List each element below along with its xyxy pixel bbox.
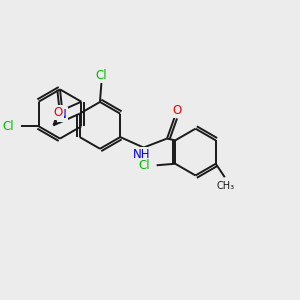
Text: O: O [172,104,182,118]
Text: O: O [53,106,63,118]
Text: Cl: Cl [96,69,107,82]
Text: CH₃: CH₃ [216,181,234,191]
Text: NH: NH [134,148,151,161]
Text: N: N [58,108,67,121]
Text: Cl: Cl [138,159,150,172]
Text: Cl: Cl [2,120,14,133]
